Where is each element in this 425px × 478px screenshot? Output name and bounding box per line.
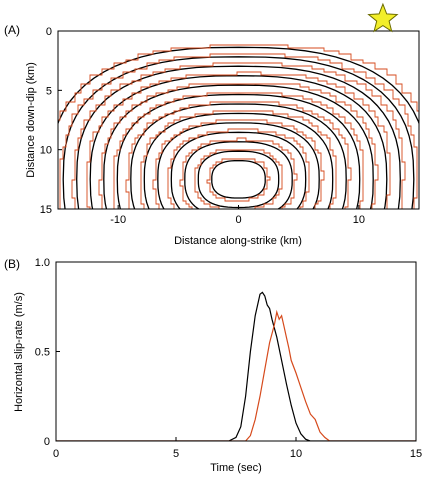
contour-red-t3 — [179, 137, 298, 209]
contour-black-t2 — [197, 150, 280, 209]
contour-red-t6 — [140, 110, 337, 209]
panel-a-y-tick-label: 10 — [40, 145, 52, 157]
panel-b-y-tick-label: 0 — [44, 436, 50, 448]
panel-a-y-axis-label: Distance down-dip (km) — [25, 62, 37, 178]
contour-black-t8 — [116, 93, 361, 209]
panel-a-x-tick-label: 0 — [235, 214, 241, 226]
contour-black-t6 — [143, 112, 334, 209]
contour-red-t12 — [59, 53, 418, 209]
panel-b-x-tick-label: 10 — [290, 448, 302, 460]
contour-black-t9 — [103, 84, 374, 209]
panel-b-x-tick-label: 5 — [173, 448, 179, 460]
contour-red-t5 — [152, 119, 325, 209]
panel-a-y-tick-label: 15 — [40, 204, 52, 216]
panel-a-label: (A) — [4, 23, 20, 37]
slip-rate-series-red — [56, 309, 416, 441]
panel-b-frame — [55, 261, 417, 442]
contour-black-t7 — [130, 103, 347, 209]
contour-red-t9 — [98, 83, 379, 209]
contour-series-red — [58, 44, 419, 209]
panel-b-label: (B) — [4, 257, 20, 271]
contour-red-t7 — [125, 101, 352, 209]
contour-black-t13 — [58, 46, 419, 126]
panel-a-x-tick-label: -10 — [110, 214, 126, 226]
contour-black-t10 — [89, 75, 388, 209]
panel-b-x-tick-label: 15 — [410, 448, 422, 460]
panel-a-y-tick-label: 0 — [46, 26, 52, 38]
panel-a-x-tick-label: 10 — [353, 214, 365, 226]
hypocenter-star-marker — [367, 2, 399, 33]
panel-a-y-tick-label: 5 — [46, 85, 52, 97]
contour-black-t12 — [62, 56, 415, 209]
contour-red-t1 — [206, 158, 271, 202]
panel-a-x-axis-label: Distance along-strike (km) — [174, 235, 302, 247]
panel-b-y-tick-label: 0.5 — [35, 347, 50, 359]
contour-red-t13 — [58, 44, 419, 121]
panel-b-line-chart: 0 5 10 15 0 0.5 1.0 — [35, 257, 422, 460]
contour-black-t3 — [184, 141, 293, 209]
contour-black-t4 — [170, 131, 307, 209]
contour-red-t11 — [71, 62, 406, 209]
panel-b-x-axis-label: Time (sec) — [210, 462, 262, 474]
panel-b-x-tick-label: 0 — [53, 448, 59, 460]
contour-series-black — [58, 46, 419, 209]
contour-red-t8 — [113, 92, 364, 209]
slip-rate-series-black — [56, 291, 416, 441]
contour-red-t4 — [167, 128, 310, 209]
contour-red-t2 — [194, 149, 283, 209]
contour-black-t11 — [76, 65, 401, 209]
panel-b-y-tick-label: 1.0 — [35, 257, 50, 269]
contour-black-t1 — [211, 159, 266, 199]
panel-a-contour-chart: -10 0 10 0 5 10 15 — [40, 2, 420, 226]
contour-red-t10 — [86, 71, 391, 209]
panel-b-y-axis-label: Horizontal slip-rate (m/s) — [13, 292, 25, 412]
contour-black-t5 — [157, 122, 320, 209]
